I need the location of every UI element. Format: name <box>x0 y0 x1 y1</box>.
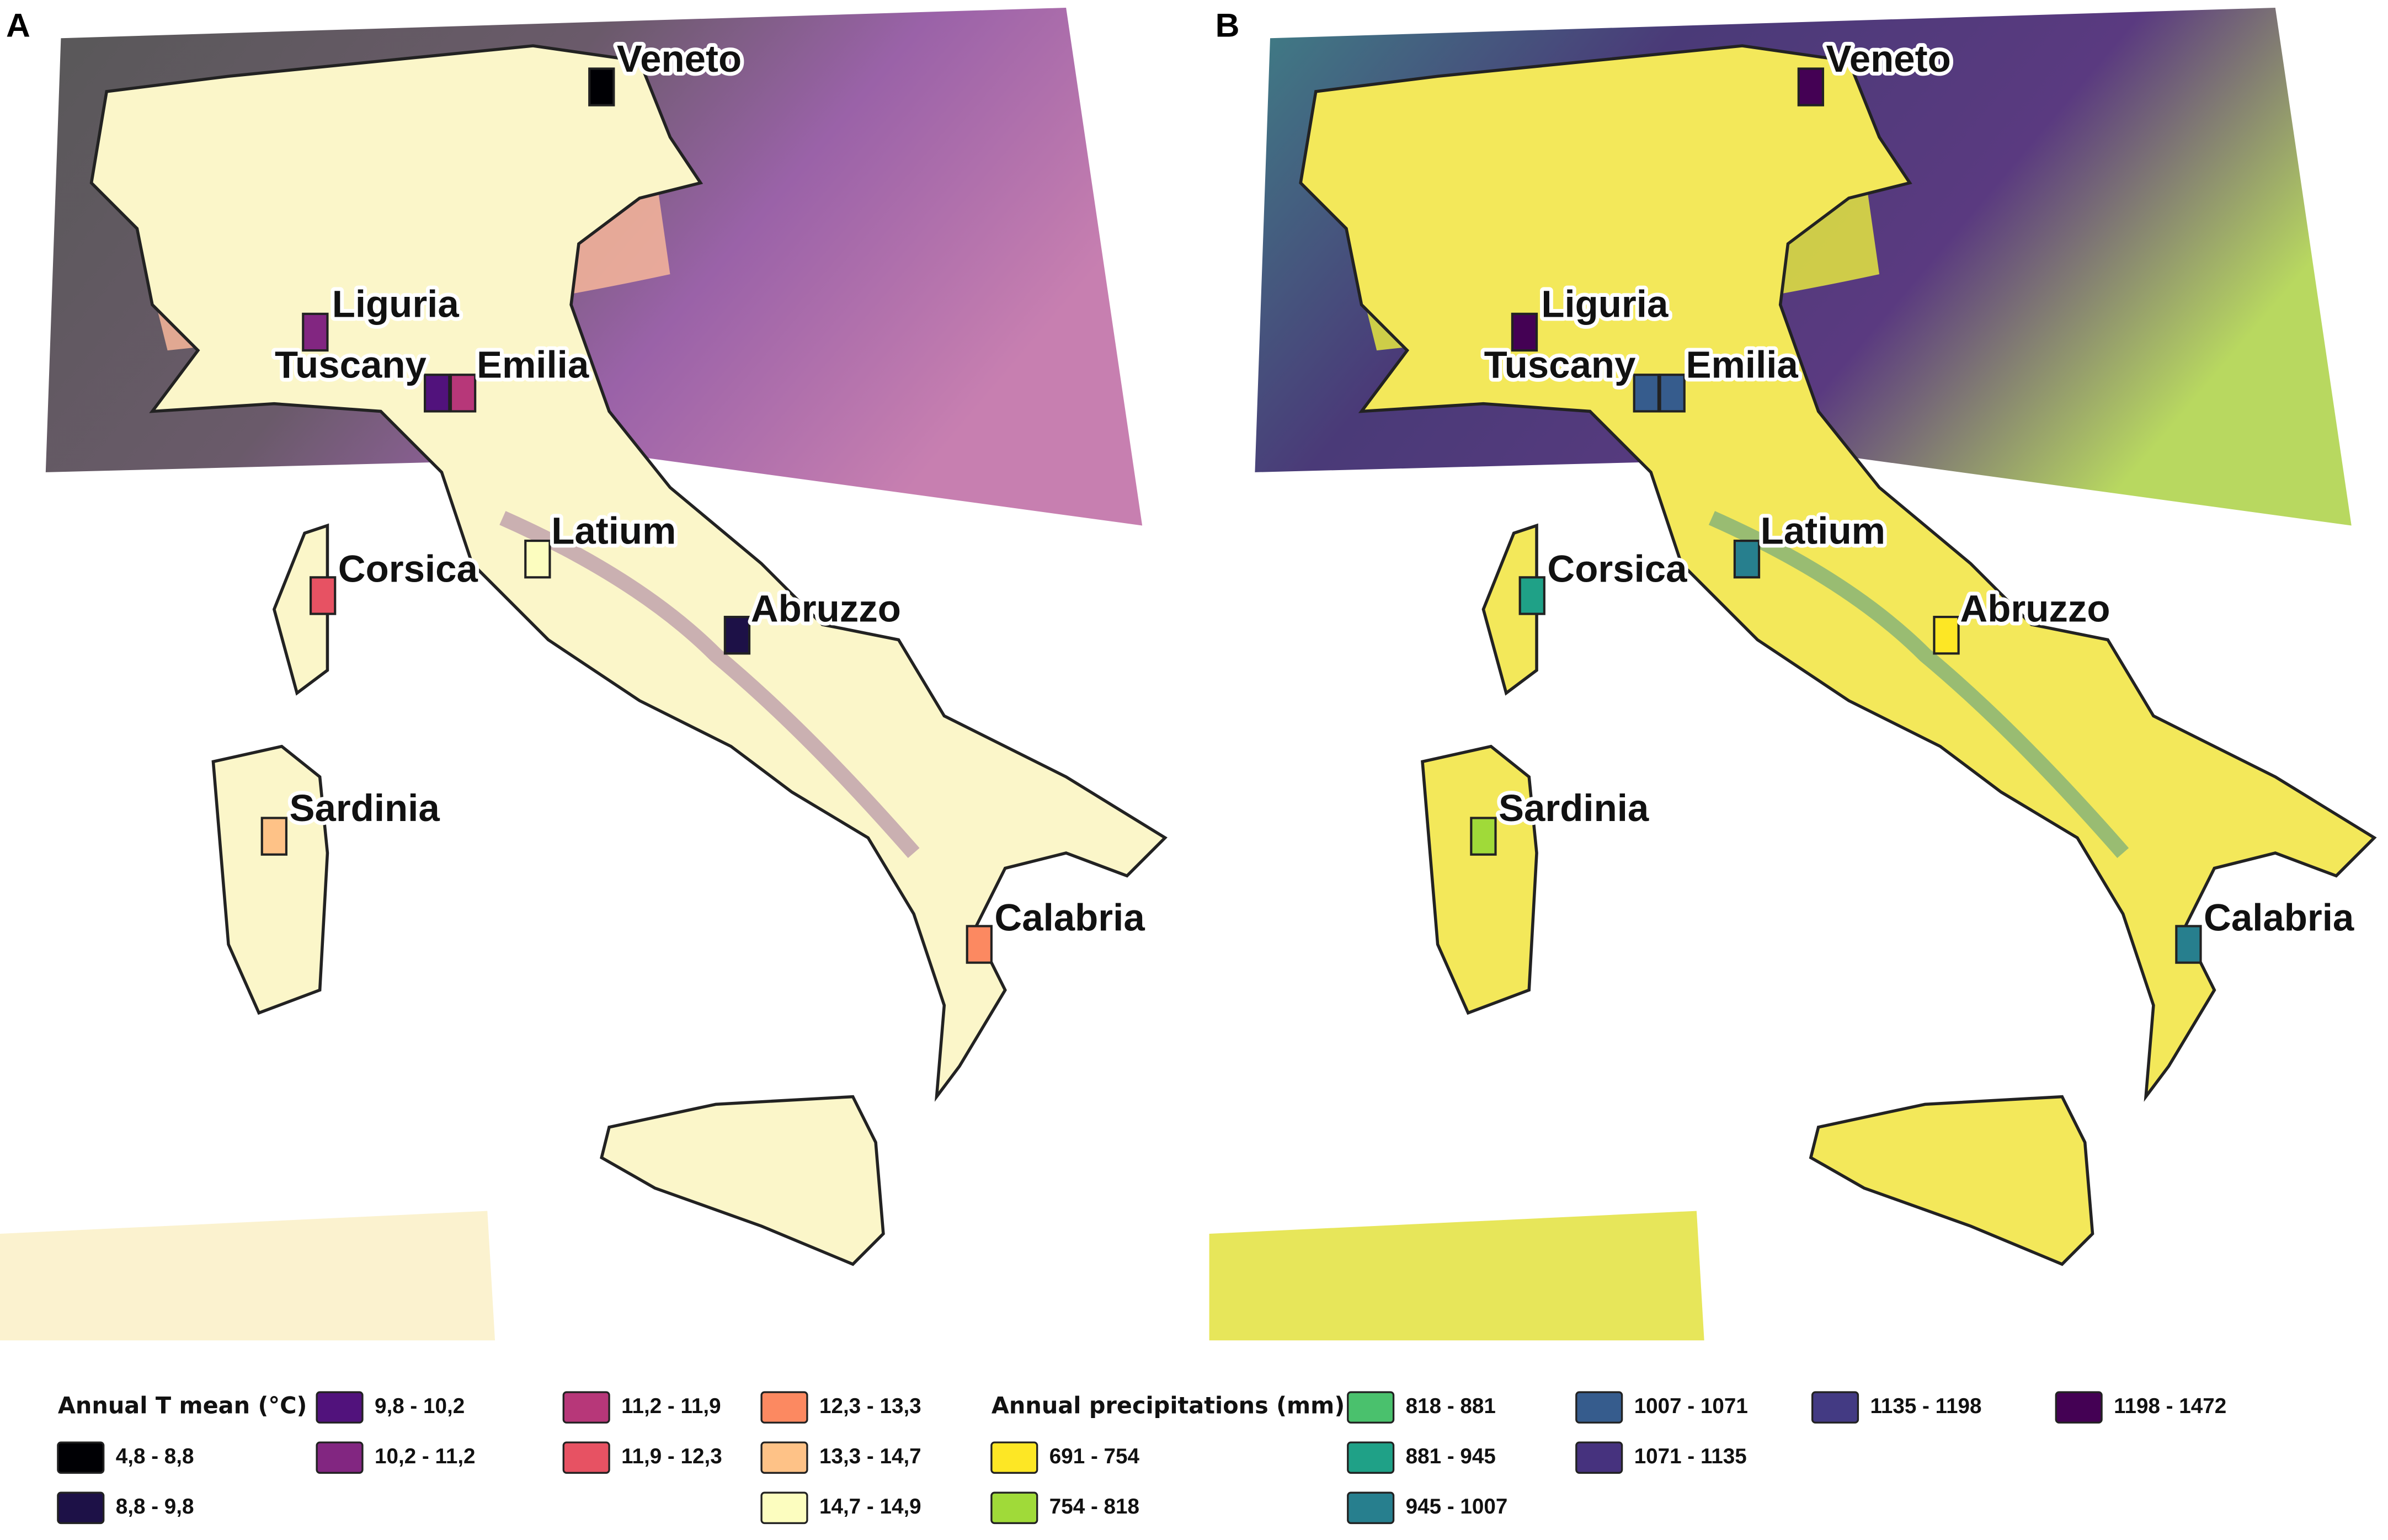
region-marker <box>260 817 287 856</box>
legend-label: 881 - 945 <box>1406 1445 1496 1468</box>
annotations: A Veneto Liguria Tuscany Emilia Latium Corsica… <box>6 6 2358 1525</box>
legend-swatch <box>562 1441 610 1474</box>
legend-title: Annual precipitations (mm) <box>992 1393 1345 1419</box>
legend-swatch <box>316 1441 364 1474</box>
region-marker <box>1733 540 1761 579</box>
region-marker <box>1470 817 1497 856</box>
region-label: Emilia <box>1686 344 1799 386</box>
panel-b-map <box>1209 8 2375 1341</box>
legend-label: 1135 - 1198 <box>1870 1394 1982 1418</box>
region-marker <box>1659 374 1686 413</box>
region-marker <box>1633 374 1660 413</box>
legend-label: 11,9 - 12,3 <box>621 1445 722 1468</box>
legend-label: 4,8 - 8,8 <box>116 1445 194 1468</box>
panel-letter: B <box>1216 6 1240 44</box>
legend-swatch <box>1575 1391 1623 1424</box>
region-label: Latium <box>1761 510 1885 552</box>
region-marker <box>449 374 477 413</box>
legend-swatch <box>562 1391 610 1424</box>
region-marker <box>2175 925 2202 964</box>
legend-swatch <box>990 1441 1038 1474</box>
legend-swatch <box>2055 1391 2103 1424</box>
legend-swatch <box>760 1491 808 1525</box>
legend-label: 8,8 - 9,8 <box>116 1495 194 1518</box>
legend-label: 13,3 - 14,7 <box>819 1445 921 1468</box>
legend-label: 754 - 818 <box>1049 1495 1139 1518</box>
legend-swatch <box>57 1441 105 1474</box>
legend-swatch <box>1347 1491 1395 1525</box>
legend-label: 1071 - 1135 <box>1634 1445 1747 1468</box>
legend-swatch <box>1347 1391 1395 1424</box>
panel-a-map <box>0 8 1165 1341</box>
region-label: Latium <box>551 510 676 552</box>
region-label: Veneto <box>1826 38 1950 80</box>
region-label: Liguria <box>1541 283 1669 325</box>
region-label: Sardinia <box>1499 787 1649 829</box>
legend-label: 945 - 1007 <box>1406 1495 1508 1518</box>
legend-label: 1198 - 1472 <box>2114 1394 2226 1418</box>
region-marker <box>524 540 551 579</box>
region-label: Corsica <box>1547 548 1687 590</box>
legend-swatch <box>990 1491 1038 1525</box>
legend-swatch <box>1811 1391 1859 1424</box>
region-label: Sardinia <box>289 787 440 829</box>
legend-swatch <box>1347 1441 1395 1474</box>
region-marker <box>1797 67 1825 106</box>
region-label: Emilia <box>477 344 589 386</box>
region-label: Liguria <box>332 283 460 325</box>
region-marker <box>1518 576 1545 615</box>
region-marker <box>723 616 751 655</box>
region-marker <box>966 925 993 964</box>
region-label: Abruzzo <box>1960 587 2110 630</box>
region-label: Calabria <box>2204 897 2354 939</box>
panel-letter: A <box>6 6 30 44</box>
region-marker <box>588 67 615 106</box>
legend-title: Annual T mean (°C) <box>58 1393 307 1419</box>
region-marker <box>310 576 337 615</box>
legend-label: 11,2 - 11,9 <box>621 1394 721 1418</box>
region-label: Tuscany <box>275 344 427 386</box>
legend-label: 10,2 - 11,2 <box>375 1445 476 1468</box>
region-label: Tuscany <box>1484 344 1636 386</box>
legend-label: 9,8 - 10,2 <box>375 1394 465 1418</box>
legend-swatch <box>1575 1441 1623 1474</box>
region-marker <box>1933 616 1960 655</box>
region-marker <box>302 312 329 352</box>
legend-label: 818 - 881 <box>1406 1394 1496 1418</box>
legend-label: 691 - 754 <box>1049 1445 1140 1468</box>
legend-label: 1007 - 1071 <box>1634 1394 1748 1418</box>
legend-swatch <box>760 1391 808 1424</box>
region-label: Abruzzo <box>751 587 901 630</box>
legend-label: 14,7 - 14,9 <box>819 1495 921 1518</box>
region-label: Veneto <box>617 38 742 80</box>
legend-swatch <box>316 1391 364 1424</box>
legend-swatch <box>57 1491 105 1525</box>
legend-label: 12,3 - 13,3 <box>819 1394 921 1418</box>
legend-swatch <box>760 1441 808 1474</box>
region-label: Corsica <box>338 548 478 590</box>
region-label: Calabria <box>994 897 1145 939</box>
region-marker <box>1511 312 1538 352</box>
region-marker <box>424 374 451 413</box>
